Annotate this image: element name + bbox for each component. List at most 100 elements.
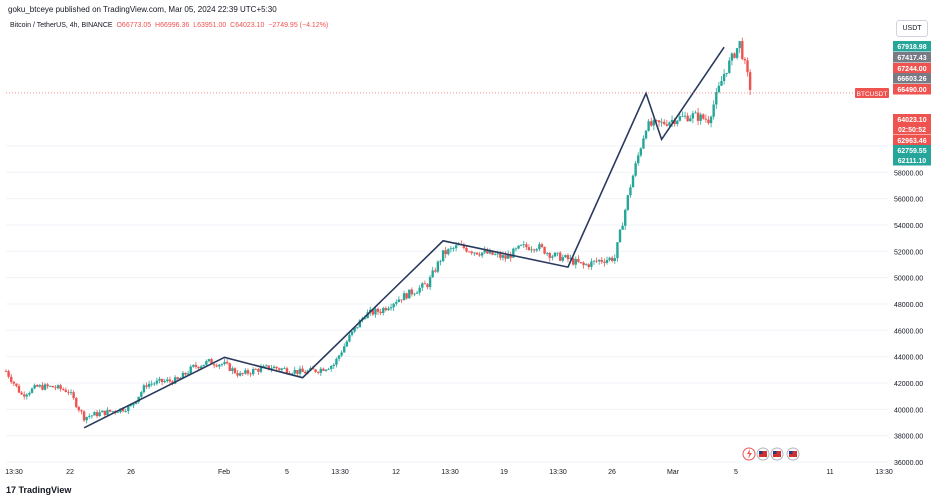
candle-body bbox=[488, 250, 492, 254]
candle-body bbox=[382, 308, 385, 314]
candle-body bbox=[660, 121, 663, 123]
candle-body bbox=[251, 369, 255, 375]
candle-body bbox=[150, 383, 153, 385]
candle-body bbox=[345, 341, 349, 347]
candle-body bbox=[103, 410, 107, 416]
candle-body bbox=[43, 384, 47, 390]
price-label-bg bbox=[893, 145, 931, 156]
candle-body bbox=[59, 385, 62, 389]
candle-body bbox=[277, 368, 281, 370]
candle-body bbox=[267, 365, 270, 370]
candle-body bbox=[431, 270, 434, 278]
candle-body bbox=[116, 412, 120, 414]
candle-body bbox=[686, 115, 689, 122]
candle-body bbox=[499, 253, 502, 258]
candle-body bbox=[231, 368, 234, 371]
candle-body bbox=[504, 255, 507, 259]
candle-body bbox=[207, 359, 211, 362]
candle-body bbox=[522, 244, 525, 246]
x-tick-label: 13:30 bbox=[331, 469, 349, 476]
candle-body bbox=[199, 366, 203, 369]
flag-stripes bbox=[789, 451, 797, 457]
candle-body bbox=[496, 253, 499, 255]
y-tick-label: 46000.00 bbox=[894, 328, 923, 335]
candle-body bbox=[571, 258, 575, 265]
candle-body bbox=[423, 283, 427, 285]
candle-body bbox=[350, 331, 354, 335]
candle-body bbox=[202, 364, 205, 367]
candle-body bbox=[454, 245, 458, 249]
candle-body bbox=[637, 155, 640, 164]
candle-body bbox=[439, 261, 442, 262]
price-label-bg bbox=[893, 124, 931, 135]
y-tick-label: 58000.00 bbox=[894, 170, 923, 177]
candle-body bbox=[426, 284, 429, 288]
flag-stripes bbox=[773, 451, 781, 457]
candle-body bbox=[415, 292, 419, 294]
candle-body bbox=[434, 270, 437, 272]
candle-body bbox=[626, 195, 630, 210]
candle-body bbox=[475, 252, 479, 255]
candle-body bbox=[652, 120, 656, 126]
candle-body bbox=[332, 364, 336, 367]
x-tick-label: 13:30 bbox=[875, 469, 893, 476]
candle-body bbox=[527, 247, 531, 251]
candle-body bbox=[51, 385, 55, 388]
candle-body bbox=[90, 415, 94, 417]
candle-body bbox=[493, 254, 497, 255]
candle-body bbox=[665, 124, 669, 126]
flag-stripes bbox=[759, 451, 767, 457]
candle-body bbox=[41, 385, 44, 390]
candle-body bbox=[241, 373, 244, 374]
candle-body bbox=[101, 410, 104, 413]
price-label-bg bbox=[893, 63, 931, 74]
candle-body bbox=[595, 260, 598, 262]
candle-body bbox=[176, 377, 179, 380]
candle-body bbox=[621, 225, 624, 230]
candle-body bbox=[10, 376, 13, 382]
candle-body bbox=[410, 289, 414, 295]
candle-body bbox=[553, 252, 557, 257]
candle-body bbox=[147, 383, 151, 387]
candle-body bbox=[142, 385, 146, 393]
candle-body bbox=[613, 258, 617, 261]
candle-body bbox=[132, 403, 135, 406]
candle-body bbox=[93, 412, 96, 416]
candle-body bbox=[530, 249, 533, 251]
candle-body bbox=[272, 366, 276, 369]
candle-body bbox=[683, 115, 687, 117]
y-tick-label: 52000.00 bbox=[894, 249, 923, 256]
candle-body bbox=[470, 251, 473, 254]
candle-body bbox=[395, 302, 398, 304]
publish-line: goku_btceye published on TradingView.com… bbox=[8, 5, 277, 14]
candle-body bbox=[712, 104, 715, 117]
candle-body bbox=[337, 355, 341, 359]
candle-body bbox=[699, 114, 702, 121]
candle-body bbox=[77, 407, 81, 411]
candle-body bbox=[647, 121, 650, 131]
candle-body bbox=[304, 371, 307, 374]
price-label: 62111.10 bbox=[898, 158, 927, 165]
candle-body bbox=[249, 373, 252, 375]
candle-body bbox=[670, 119, 674, 123]
candle-body bbox=[631, 175, 635, 188]
footer-brand: TradingView bbox=[18, 485, 72, 495]
price-label-bg bbox=[893, 155, 931, 166]
tradingview-icon: 17 bbox=[6, 485, 17, 495]
x-tick-label: 5 bbox=[285, 469, 289, 476]
candle-body bbox=[735, 48, 739, 58]
candle-body bbox=[512, 248, 515, 258]
price-label-bg bbox=[893, 73, 931, 84]
price-label: 67417.43 bbox=[897, 55, 926, 62]
candle-body bbox=[262, 366, 265, 368]
currency-button[interactable]: USDT bbox=[896, 20, 928, 37]
candle-body bbox=[689, 118, 692, 122]
candle-body bbox=[25, 394, 29, 397]
candle-body bbox=[311, 368, 315, 370]
candle-body bbox=[317, 371, 320, 373]
candle-body bbox=[545, 253, 549, 254]
candle-body bbox=[324, 369, 328, 371]
candle-body bbox=[72, 392, 75, 399]
candle-body bbox=[600, 259, 604, 262]
